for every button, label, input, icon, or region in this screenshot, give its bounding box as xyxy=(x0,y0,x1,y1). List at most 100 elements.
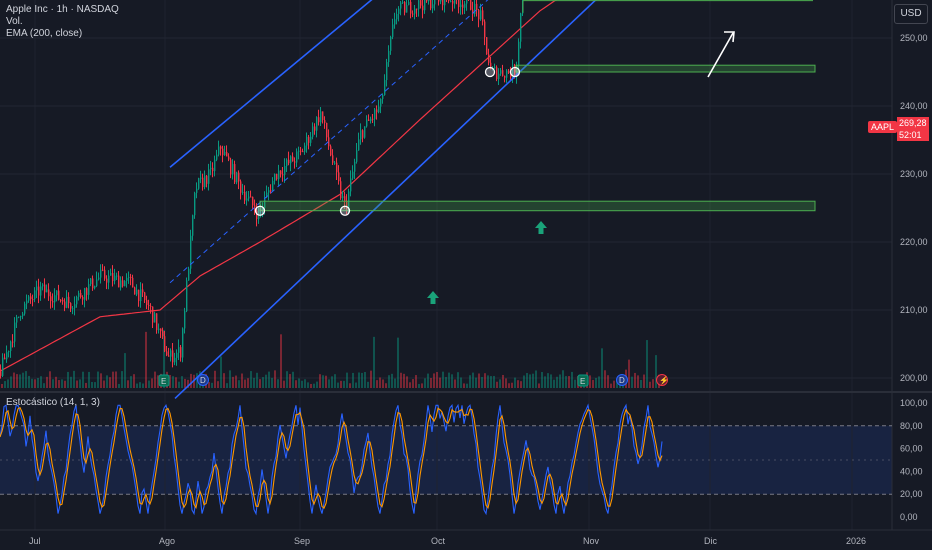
volume-bar xyxy=(340,380,342,388)
volume-bar xyxy=(238,380,240,388)
candle-body xyxy=(272,180,274,192)
candle-body xyxy=(74,304,76,309)
time-tick-label: Dic xyxy=(704,536,717,546)
volume-bar xyxy=(214,370,216,388)
split-icon[interactable]: ⚡ xyxy=(656,374,669,386)
stochastic-k-line xyxy=(0,403,663,516)
candle-body xyxy=(156,313,158,331)
candle-body xyxy=(284,165,286,175)
candle-body xyxy=(118,275,120,288)
volume-bar xyxy=(550,374,552,388)
volume-bar xyxy=(532,373,534,388)
candle-body xyxy=(144,292,146,301)
earnings-icon[interactable]: E xyxy=(158,374,170,387)
candle-body xyxy=(148,304,150,306)
volume-bar xyxy=(265,374,267,388)
volume-bar xyxy=(244,379,246,388)
price-tick-label: 220,00 xyxy=(900,237,928,247)
candle-body xyxy=(240,181,242,193)
channel-lower-line xyxy=(174,0,597,399)
candle-body xyxy=(10,341,12,352)
dividend-icon[interactable]: D xyxy=(197,374,209,386)
volume-bar xyxy=(379,377,381,388)
candle-body xyxy=(382,95,384,100)
volume-bar xyxy=(241,373,243,388)
volume-bar xyxy=(271,377,273,388)
volume-bar xyxy=(127,380,129,388)
candle-body xyxy=(276,173,278,180)
candle-body xyxy=(0,371,2,376)
candle-body xyxy=(102,269,104,271)
time-tick-label: Jul xyxy=(29,536,41,546)
volume-bar xyxy=(424,378,426,388)
candle-body xyxy=(440,0,442,2)
candle-body xyxy=(150,305,152,307)
volume-bar xyxy=(34,379,36,388)
candle-body xyxy=(4,357,6,360)
candle-body xyxy=(24,303,26,314)
candle-body xyxy=(58,290,60,300)
currency-button[interactable]: USD xyxy=(894,4,928,24)
candle-body xyxy=(346,200,348,210)
bar-countdown: 52:01 xyxy=(899,130,922,140)
candle-body xyxy=(172,350,174,363)
volume-bar xyxy=(103,380,105,388)
candle-body xyxy=(50,296,52,302)
candle-body xyxy=(248,196,250,199)
candle-body xyxy=(300,150,302,152)
candle-body xyxy=(362,130,364,138)
volume-bar xyxy=(439,377,441,388)
volume-bar xyxy=(457,372,459,388)
candle-body xyxy=(16,317,18,323)
volume-bar xyxy=(85,382,87,388)
dividend-icon[interactable]: D xyxy=(616,374,628,386)
candle-body xyxy=(36,286,38,291)
volume-bar xyxy=(496,381,498,388)
candle-body xyxy=(168,355,170,357)
volume-bar xyxy=(460,377,462,388)
candle-body xyxy=(292,156,294,162)
candle-body xyxy=(332,155,334,163)
candle-body xyxy=(314,126,316,131)
dividend-marker-label: D xyxy=(619,376,625,385)
volume-bar xyxy=(640,379,642,388)
candle-body xyxy=(122,280,124,287)
volume-bar xyxy=(61,379,63,388)
volume-bar xyxy=(175,377,177,388)
earnings-marker-label: E xyxy=(161,377,166,386)
candle-body xyxy=(308,136,310,143)
candle-body xyxy=(488,54,490,63)
volume-bar xyxy=(286,371,288,388)
volume-bar xyxy=(478,373,480,388)
candle-body xyxy=(422,5,424,11)
candle-body xyxy=(260,209,262,211)
volume-bar xyxy=(646,340,648,388)
volume-bar xyxy=(97,371,99,388)
candle-body xyxy=(182,328,184,358)
volume-bar xyxy=(163,329,165,388)
volume-bar xyxy=(79,379,81,388)
candle-body xyxy=(40,286,42,296)
volume-bar xyxy=(487,375,489,388)
volume-bar xyxy=(409,382,411,388)
candle-body xyxy=(438,0,440,2)
candle-body xyxy=(196,188,198,193)
volume-bar xyxy=(208,382,210,388)
volume-bar xyxy=(316,381,318,388)
candle-body xyxy=(166,351,168,356)
volume-bar xyxy=(421,383,423,388)
candle-body xyxy=(512,65,514,78)
earnings-icon[interactable]: E xyxy=(577,374,589,387)
candle-body xyxy=(242,191,244,193)
candle-body xyxy=(20,316,22,318)
support-zone xyxy=(515,64,816,73)
volume-bar xyxy=(493,375,495,388)
candle-body xyxy=(410,1,412,14)
stochastic-legend: Estocástico (14, 1, 3) xyxy=(6,397,100,408)
volume-bar xyxy=(601,348,603,388)
volume-bar xyxy=(250,371,252,388)
volume-bar xyxy=(247,378,249,388)
candle-body xyxy=(38,286,40,296)
candle-body xyxy=(370,118,372,121)
